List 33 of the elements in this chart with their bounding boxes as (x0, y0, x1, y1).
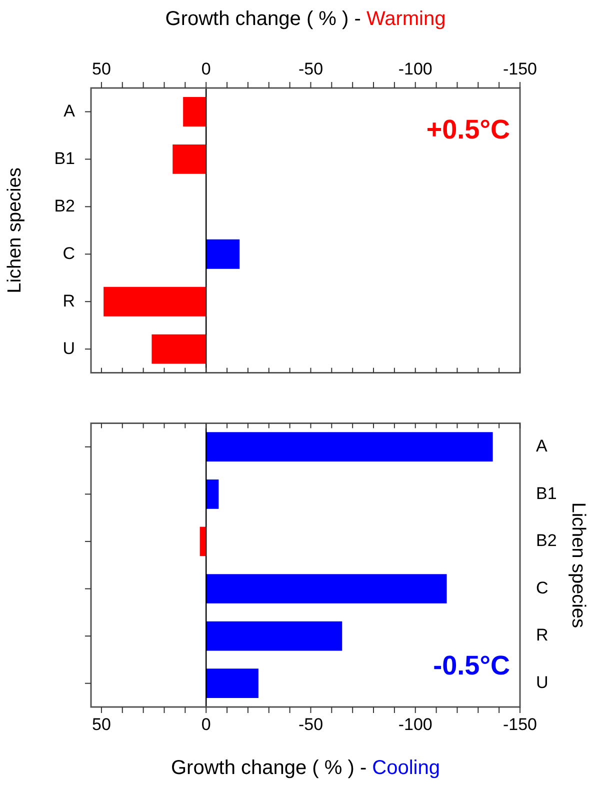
bar (152, 334, 206, 364)
bar (183, 97, 206, 126)
y-tick-label: B2 (536, 531, 557, 550)
annotation: -0.5°C (433, 650, 510, 680)
annotation: +0.5°C (426, 114, 510, 144)
y-axis-title: Lichen species (4, 168, 26, 294)
x-axis-title: Growth change ( % ) - Warming (165, 8, 446, 30)
x-tick-label: 50 (92, 59, 111, 78)
y-tick-label: B1 (54, 148, 75, 168)
y2-axis-title: Lichen species (567, 502, 588, 628)
y-tick-label: B1 (536, 484, 557, 503)
x-tick-label: 0 (201, 714, 211, 734)
x-tick-label: -50 (298, 714, 324, 734)
x-tick-label: 50 (92, 714, 111, 734)
y-tick-label: A (64, 101, 76, 120)
y-tick-label: A (536, 436, 548, 456)
y-tick-label: C (536, 578, 548, 598)
x-axis-title: Growth change ( % ) - Cooling (170, 757, 440, 779)
y-tick-label: R (62, 291, 75, 310)
y-tick-label: B2 (54, 196, 75, 216)
x-tick-label: -150 (502, 714, 538, 734)
y-tick-label: U (536, 673, 548, 692)
x-tick-label: -150 (502, 59, 538, 78)
x-tick-label: -100 (398, 714, 432, 734)
bar (172, 144, 206, 174)
x-tick-label: 0 (201, 59, 211, 78)
y-tick-label: U (62, 338, 75, 358)
y-tick-label: R (536, 626, 548, 645)
bar (206, 239, 240, 269)
x-tick-label: -50 (298, 59, 324, 78)
bar (104, 286, 206, 316)
x-tick-label: -100 (398, 59, 432, 78)
y-tick-label: C (62, 244, 75, 263)
